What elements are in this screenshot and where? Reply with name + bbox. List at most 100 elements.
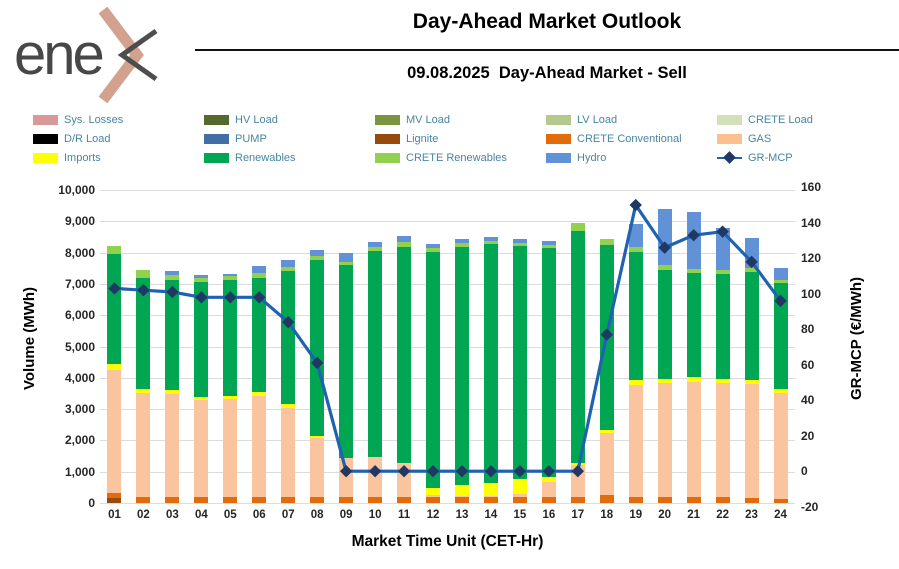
x-tick-06: 06 [252,509,266,521]
segment-crete-conventional-18 [599,495,614,503]
segment-crete-renewables-15 [512,243,527,247]
x-tick-22: 22 [716,509,729,521]
bar-hour-21 [679,190,708,503]
gridline [100,503,795,504]
x-tick-19: 19 [629,509,643,521]
y-tick-right: 100 [801,286,822,301]
x-tick-03: 03 [165,509,179,521]
segment-lignite-01 [107,498,122,503]
bar-hour-07 [274,190,303,503]
segment-gas-02 [136,393,151,498]
gr-mcp-marker-11 [397,465,411,478]
segment-hydro-19 [628,224,643,247]
segment-crete-renewables-12 [426,247,440,252]
bar-hour-06 [245,190,274,503]
enex-logo-text: ene [14,22,105,87]
bar-stack-04 [194,190,209,503]
gridline [100,221,795,223]
gr-mcp-line-layer [108,198,787,478]
legend-label: PUMP [235,132,267,145]
y-tick-right: 0 [801,464,808,479]
x-tick-15: 15 [513,509,527,521]
legend-label: LV Load [577,113,618,126]
x-tick-24: 24 [774,509,787,521]
segment-renewables-17 [570,230,585,463]
gr-mcp-marker-13 [455,465,469,478]
segment-hydro-14 [483,237,498,241]
segment-imports-20 [657,379,672,384]
segment-imports-23 [744,380,759,385]
segment-hydro-15 [512,239,527,244]
segment-imports-13 [454,485,469,496]
bar-hour-02 [129,190,158,503]
segment-crete-renewables-18 [599,239,614,246]
legend-label: CRETE Conventional [577,132,682,145]
bar-stack-09 [339,190,354,503]
bar-stack-13 [454,190,469,503]
segment-crete-conventional-08 [310,497,325,503]
bar-stack-19 [628,190,643,503]
gr-mcp-marker-10 [368,465,382,478]
segment-gas-24 [773,393,788,499]
x-tick-10: 10 [368,509,382,521]
gridline [100,315,795,317]
y-axis-ticks-right: 160 140 120 100 80 60 40 20 0 -20 [801,180,846,513]
segment-renewables-02 [136,277,151,390]
gr-mcp-marker-14 [484,465,498,478]
y-tick-right: 60 [801,357,815,372]
segment-renewables-01 [107,254,122,365]
segment-crete-renewables-16 [541,244,556,248]
legend-swatch-d-r-load [33,133,58,144]
segment-crete-conventional-14 [483,497,498,503]
segment-crete-renewables-09 [339,262,354,265]
segment-gas-16 [541,481,556,498]
segment-crete-conventional-12 [426,497,440,503]
segment-hydro-16 [541,240,556,245]
segment-crete-renewables-11 [397,241,412,247]
segment-crete-conventional-13 [454,497,469,503]
bar-hour-24 [766,190,795,503]
bar-hour-09 [332,190,361,503]
segment-imports-16 [541,476,556,482]
segment-renewables-05 [223,280,238,396]
segment-renewables-15 [512,246,527,480]
segment-renewables-22 [715,274,730,380]
bar-stack-07 [281,190,296,503]
y-tick-left: 1,000 [64,464,95,479]
legend-item-crete-load: CRETE Load [717,110,888,129]
bar-stack-02 [136,190,151,503]
legend-item-hydro: Hydro [546,148,717,167]
legend-label: HV Load [235,113,278,126]
segment-renewables-11 [397,246,412,464]
segment-hydro-11 [397,236,412,242]
y-tick-left: 3,000 [64,402,95,417]
gridline [100,377,795,379]
gr-mcp-marker-02 [137,284,150,297]
bar-hour-19 [621,190,650,503]
bar-stack-16 [541,190,556,503]
bar-hour-16 [534,190,563,503]
segment-renewables-09 [339,264,354,459]
segment-crete-conventional-10 [368,497,383,503]
y-tick-right: 20 [801,428,815,443]
segment-crete-renewables-14 [483,240,498,244]
segment-renewables-23 [744,272,759,381]
segment-gas-21 [686,381,701,497]
segment-crete-renewables-19 [628,246,643,252]
segment-renewables-14 [483,243,498,483]
segment-renewables-19 [628,251,643,381]
x-tick-13: 13 [455,509,469,521]
gr-mcp-marker-03 [166,285,179,299]
legend-label: Imports [64,151,101,164]
segment-imports-14 [483,482,498,496]
segment-crete-conventional-02 [136,497,151,503]
legend-swatch-crete-conventional [546,133,571,144]
segment-gas-04 [194,400,209,498]
segment-crete-renewables-03 [165,274,180,281]
y-axis-ticks-left: 10,000 9,000 8,000 7,000 6,000 5,000 4,000 3,00… [20,183,95,510]
y-tick-right: 80 [801,322,815,337]
bar-stack-01 [107,190,122,503]
segment-hydro-05 [223,273,238,277]
segment-crete-renewables-04 [194,277,209,283]
bar-stack-20 [657,190,672,503]
